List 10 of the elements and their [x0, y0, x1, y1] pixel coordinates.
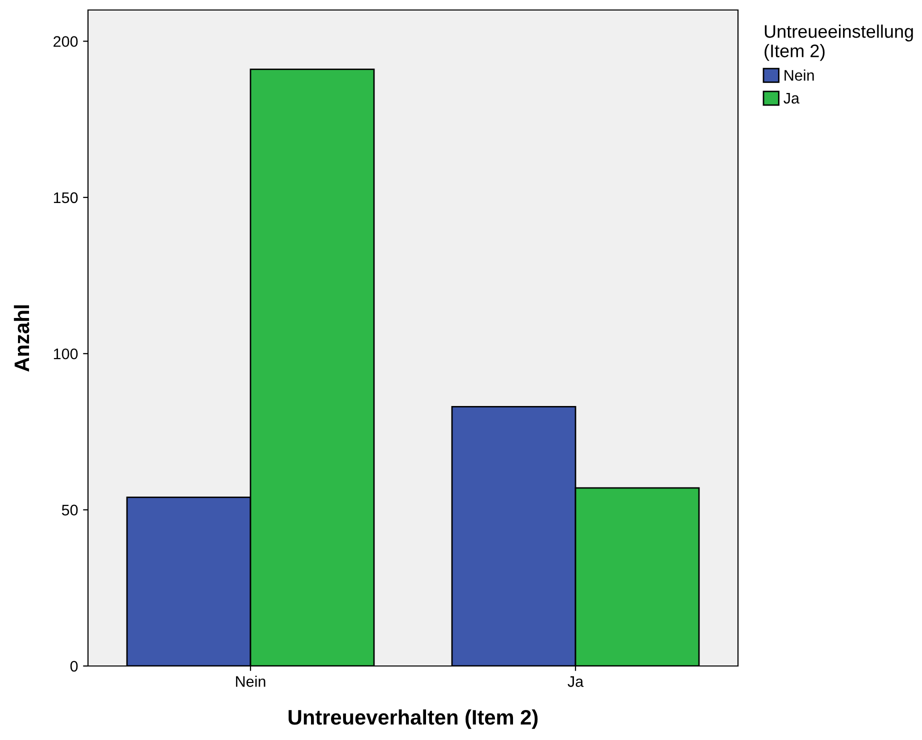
x-axis-title: Untreueverhalten (Item 2) [288, 709, 538, 729]
y-tick-label: 50 [62, 504, 78, 516]
legend-label: Ja [784, 92, 800, 104]
y-tick-label: 100 [54, 348, 78, 360]
legend-label: Nein [784, 70, 814, 81]
y-tick-label: 200 [54, 36, 78, 47]
legend-title: Untreueeinstellung (Item 2) [764, 24, 913, 61]
y-tick-label: 150 [54, 192, 78, 204]
y-tick-label: 0 [70, 660, 78, 672]
y-axis-title: Anzahl [14, 305, 30, 372]
